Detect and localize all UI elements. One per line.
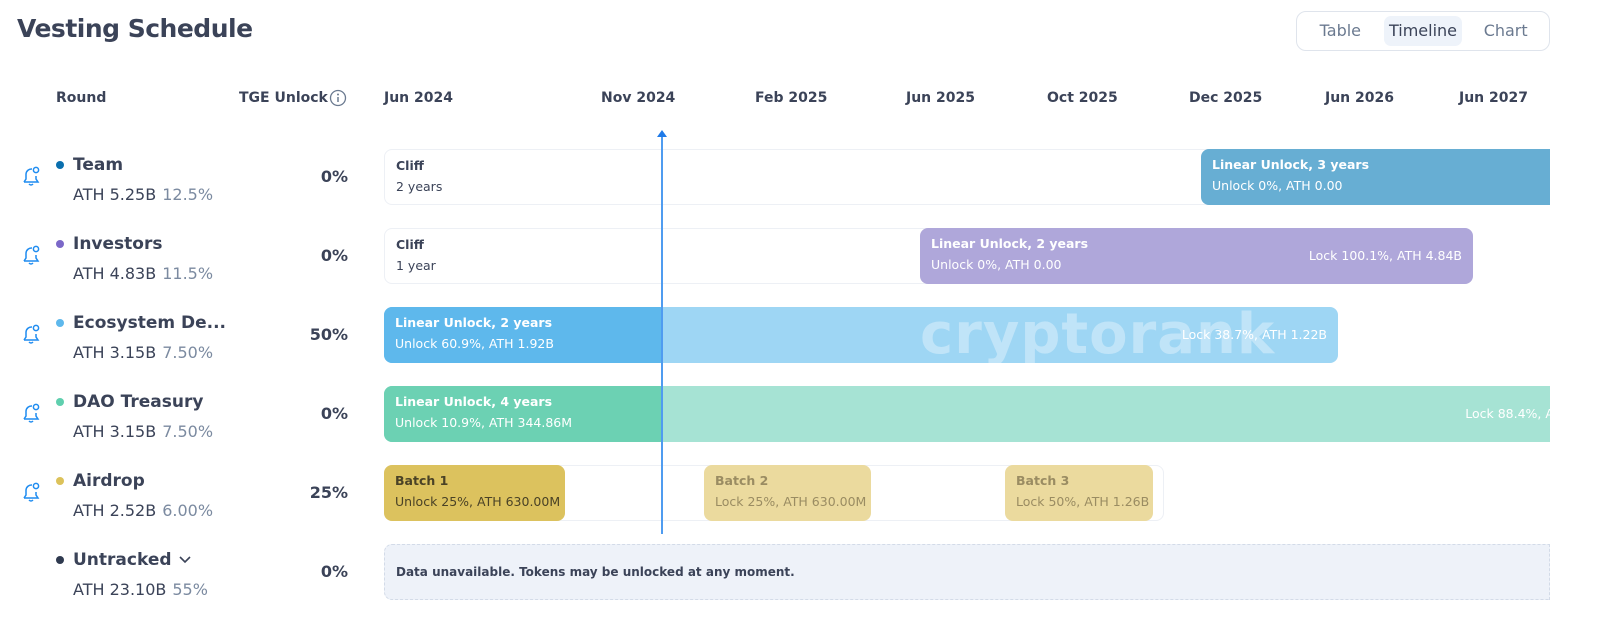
timeline-tick: Dec 2025	[1189, 90, 1263, 106]
airdrop-batch-2[interactable]: Batch 2 Lock 25%, ATH 630.00M	[704, 465, 871, 521]
bar-title: Linear Unlock, 4 years	[395, 394, 553, 409]
dao-unlocked-bar[interactable]: Linear Unlock, 4 years Unlock 10.9%, ATH …	[384, 386, 662, 442]
round-color-dot	[56, 398, 64, 406]
bar-title: Batch 1	[395, 473, 449, 488]
timeline-tick: Feb 2025	[755, 90, 828, 106]
bar-title: Cliff	[396, 158, 424, 173]
round-color-dot	[56, 319, 64, 327]
tab-timeline[interactable]: Timeline	[1383, 16, 1463, 46]
round-share: 6.00%	[162, 501, 214, 520]
bar-subtitle: Lock 50%, ATH 1.26B	[1016, 494, 1150, 509]
tab-table[interactable]: Table	[1319, 21, 1362, 40]
round-share: 7.50%	[162, 422, 214, 441]
round-name-text: Airdrop	[73, 471, 145, 491]
chevron-down-icon[interactable]	[178, 555, 192, 565]
investors-linear-bar[interactable]: Linear Unlock, 2 years Unlock 0%, ATH 0.0…	[920, 228, 1473, 284]
round-ath: ATH 3.15B	[73, 422, 157, 441]
watermark-logo: cryptorank	[920, 302, 1276, 367]
tge-unlock-value: 0%	[320, 246, 348, 265]
tge-unlock-value: 0%	[320, 167, 348, 186]
airdrop-batch-1[interactable]: Batch 1 Unlock 25%, ATH 630.00M	[384, 465, 565, 521]
round-color-dot	[56, 240, 64, 248]
tge-unlock-value: 0%	[320, 562, 348, 581]
bar-title: Linear Unlock, 2 years	[931, 236, 1089, 251]
bar-title: Linear Unlock, 3 years	[1212, 157, 1370, 172]
bell-alert-icon[interactable]	[20, 243, 42, 267]
round-share: 55%	[172, 580, 208, 599]
round-color-dot	[56, 477, 64, 485]
bar-title: Cliff	[396, 237, 424, 252]
round-name: Investors	[73, 234, 162, 254]
timeline-tick: Jun 2027	[1459, 90, 1528, 106]
bell-alert-icon[interactable]	[20, 164, 42, 188]
timeline-tick: Oct 2025	[1047, 90, 1118, 106]
round-allocation: ATH 3.15B 7.50%	[73, 422, 213, 441]
bar-subtitle: Unlock 10.9%, ATH 344.86M	[395, 415, 573, 430]
bar-title: Batch 2	[715, 473, 769, 488]
round-allocation: ATH 23.10B 55%	[73, 580, 208, 599]
untracked-note: Data unavailable. Tokens may be unlocked…	[384, 544, 1550, 600]
round-name-text: Ecosystem De...	[73, 313, 226, 333]
round-name: Ecosystem De...	[73, 313, 226, 333]
timeline-tick: Jun 2025	[906, 90, 975, 106]
airdrop-batch-3[interactable]: Batch 3 Lock 50%, ATH 1.26B	[1005, 465, 1153, 521]
round-column-header: Round	[56, 90, 107, 106]
round-name: Airdrop	[73, 471, 145, 491]
team-cliff-bar[interactable]: Cliff 2 years	[384, 149, 1224, 205]
timeline-tick: Jun 2024	[384, 90, 453, 106]
ecosystem-unlocked-bar[interactable]: Linear Unlock, 2 years Unlock 60.9%, ATH …	[384, 307, 662, 363]
round-allocation: ATH 4.83B 11.5%	[73, 264, 213, 283]
round-name-text: Untracked	[73, 550, 172, 570]
bar-subtitle: Unlock 0%, ATH 0.00	[931, 257, 1062, 272]
tge-column-header: TGE Unlock	[239, 90, 328, 106]
round-name-text: DAO Treasury	[73, 392, 204, 412]
round-ath: ATH 23.10B	[73, 580, 167, 599]
timeline-tick: Nov 2024	[601, 90, 676, 106]
bar-title: Linear Unlock, 2 years	[395, 315, 553, 330]
round-ath: ATH 5.25B	[73, 185, 157, 204]
round-name: Team	[73, 155, 123, 175]
today-line	[661, 136, 663, 534]
tge-unlock-value: 50%	[309, 325, 348, 344]
round-allocation: ATH 3.15B 7.50%	[73, 343, 213, 362]
round-allocation: ATH 5.25B 12.5%	[73, 185, 213, 204]
lock-label: Lock 100.1%, ATH 4.84B	[1308, 248, 1462, 263]
bar-subtitle: Lock 25%, ATH 630.00M	[715, 494, 867, 509]
timeline-tick: Jun 2026	[1325, 90, 1394, 106]
team-linear-bar[interactable]: Linear Unlock, 3 years Unlock 0%, ATH 0.0…	[1201, 149, 1550, 205]
bar-subtitle: 1 year	[396, 258, 436, 273]
round-name: DAO Treasury	[73, 392, 203, 412]
round-share: 11.5%	[162, 264, 214, 283]
bar-subtitle: Unlock 0%, ATH 0.00	[1212, 178, 1343, 193]
today-marker-icon	[657, 130, 667, 137]
round-name-text: Team	[73, 155, 124, 175]
round-name-text: Investors	[73, 234, 163, 254]
bell-alert-icon[interactable]	[20, 480, 42, 504]
info-icon[interactable]	[329, 89, 347, 107]
round-ath: ATH 3.15B	[73, 343, 157, 362]
bar-subtitle: 2 years	[396, 179, 443, 194]
round-ath: ATH 4.83B	[73, 264, 157, 283]
round-share: 7.50%	[162, 343, 214, 362]
view-tabs: Table Timeline Chart	[1296, 11, 1550, 51]
round-name[interactable]: Untracked	[73, 550, 192, 570]
lock-label: Lock 88.4%, ATH	[1465, 406, 1550, 421]
tab-chart[interactable]: Chart	[1483, 21, 1528, 40]
bell-alert-icon[interactable]	[20, 322, 42, 346]
bell-alert-icon[interactable]	[20, 401, 42, 425]
round-share: 12.5%	[162, 185, 214, 204]
lock-label: Lock 38.7%, ATH 1.22B	[1181, 327, 1327, 342]
round-ath: ATH 2.52B	[73, 501, 157, 520]
round-allocation: ATH 2.52B 6.00%	[73, 501, 213, 520]
bar-subtitle: Unlock 25%, ATH 630.00M	[395, 494, 561, 509]
investors-cliff-bar[interactable]: Cliff 1 year	[384, 228, 944, 284]
tge-unlock-value: 25%	[309, 483, 348, 502]
bar-subtitle: Unlock 60.9%, ATH 1.92B	[395, 336, 554, 351]
page-title: Vesting Schedule	[17, 14, 253, 43]
round-color-dot	[56, 161, 64, 169]
bar-title: Batch 3	[1016, 473, 1070, 488]
tge-unlock-value: 0%	[320, 404, 348, 423]
round-color-dot	[56, 556, 64, 564]
